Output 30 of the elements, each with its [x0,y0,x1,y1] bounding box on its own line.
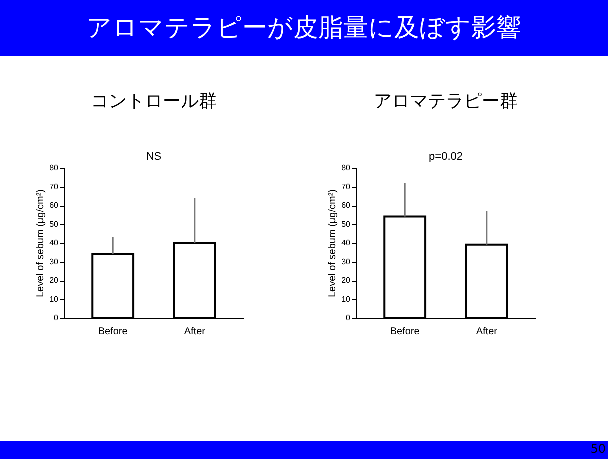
y-tick-label: 60 [50,201,60,210]
y-tick-label: 80 [50,164,60,172]
x-tick-label: After [476,326,498,338]
y-tick-label: 50 [50,220,60,229]
y-tick-label: 40 [342,238,352,248]
text: アロマテラピーが皮脂量に及ぼす影響 [0,0,608,56]
x-tick-label: Before [390,326,420,338]
y-tick-label: 20 [342,276,352,285]
y-tick-label: 0 [54,314,60,322]
y-tick-label: 50 [342,220,352,229]
y-tick-label: 10 [342,294,352,304]
chart-title: アロマテラピー群 [374,91,518,112]
y-tick-label: 60 [342,201,352,210]
y-tick-label: 70 [342,182,352,192]
y-tick-label: 40 [50,238,60,248]
x-tick-label: Before [98,326,128,338]
y-tick-label: 20 [50,276,60,285]
y-tick-label: 70 [50,182,60,192]
y-tick-label: 10 [50,294,60,304]
text: NS [146,151,162,163]
y-tick-label: 0 [346,314,352,322]
x-tick-label: After [184,326,206,338]
y-axis-title: Level of sebum (μg/cm²) [36,189,47,298]
text: 50 [590,442,606,456]
chart-title: コントロール群 [91,91,217,112]
y-axis-title: Level of sebum (μg/cm²) [328,189,339,298]
text: p=0.02 [429,151,463,163]
y-tick-label: 80 [342,164,352,172]
y-tick-label: 30 [50,257,60,266]
y-tick-label: 30 [342,257,352,266]
